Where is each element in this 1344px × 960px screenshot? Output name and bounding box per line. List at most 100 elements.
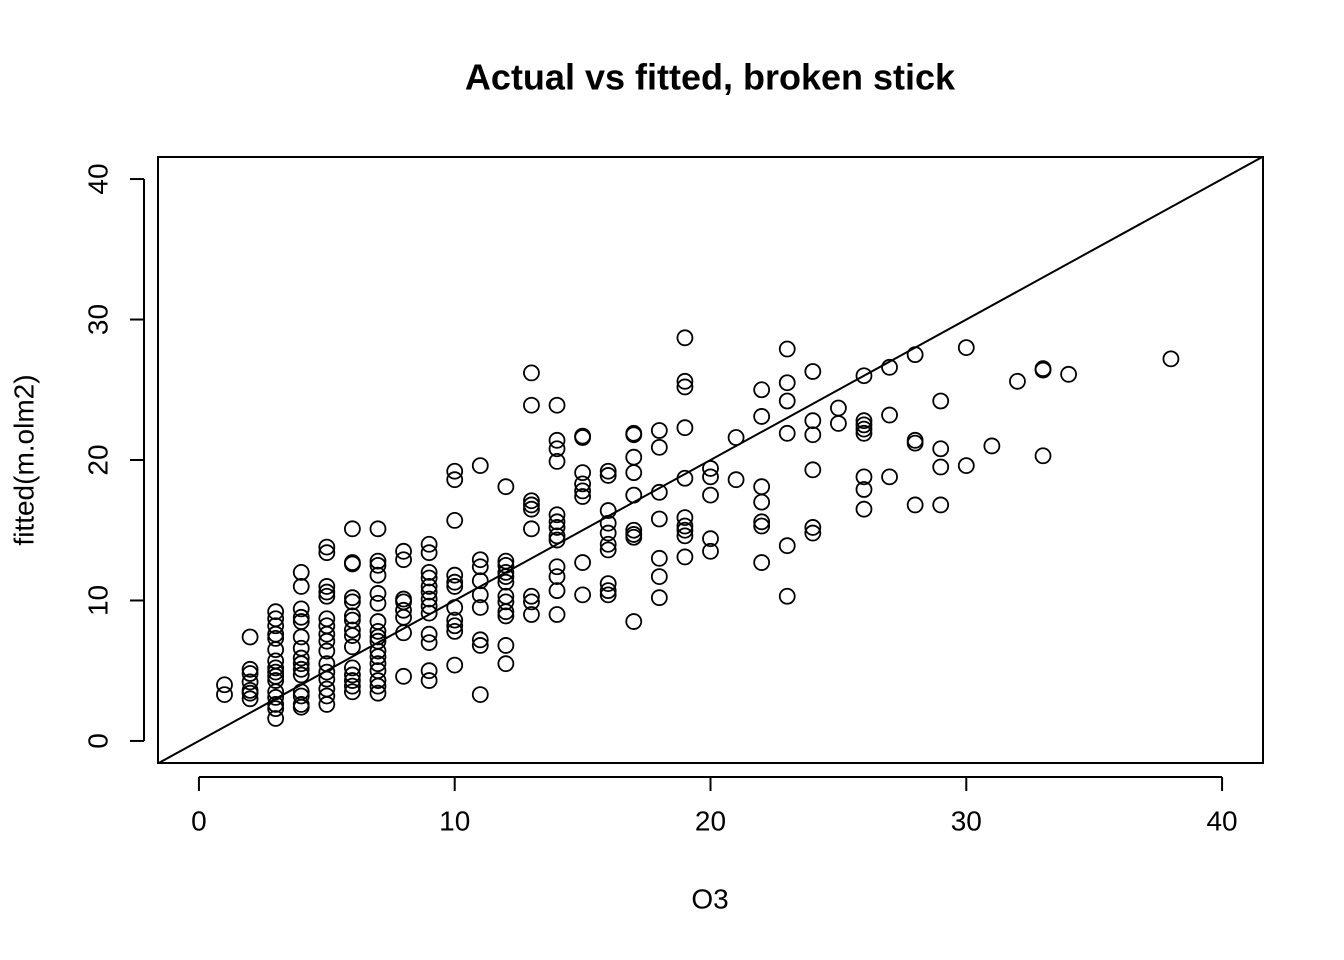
data-point [574,488,592,505]
data-point [318,670,336,688]
data-point [267,641,285,659]
data-point [804,461,822,479]
data-point [548,527,566,545]
data-point [778,392,796,410]
data-point [369,566,387,584]
reference-line [158,157,1263,763]
data-point [829,415,847,432]
data-point [292,655,310,673]
data-point [497,556,515,574]
data-point [778,424,796,442]
data-point [676,372,694,390]
data-point [727,429,745,446]
data-point [625,521,643,539]
data-point [497,568,515,585]
data-point [369,622,387,640]
data-point [318,696,336,713]
data-point [855,500,873,518]
data-point [523,492,540,510]
data-point [548,440,566,458]
data-point [292,563,310,581]
data-point [216,676,233,694]
data-point [523,606,540,623]
data-point [369,655,387,673]
data-point [420,569,438,587]
data-point [318,578,336,595]
data-point [497,563,515,581]
data-point [497,637,515,654]
data-point [420,590,438,608]
data-point [446,566,464,584]
data-point [855,412,873,430]
data-point [216,686,233,703]
data-point [241,690,259,708]
data-point [574,429,592,446]
data-point [523,364,540,382]
data-point [471,551,489,569]
data-point [676,521,694,539]
data-point [625,486,643,504]
data-point [369,684,387,702]
data-point [420,604,438,622]
data-point [292,649,310,667]
data-point [650,510,668,528]
data-point [343,659,361,677]
data-point [471,572,489,590]
data-point [881,468,898,486]
data-point [395,624,412,642]
data-point [497,607,515,625]
data-point [267,663,285,681]
data-point [420,672,438,689]
data-point [292,608,310,626]
chart-title: Actual vs fitted, broken stick [465,57,956,98]
data-point [446,622,464,640]
x-tick-label: 0 [191,805,207,836]
data-point [318,687,336,705]
data-point [420,597,438,615]
data-point [241,684,259,702]
data-point [318,583,336,601]
data-point [267,659,285,677]
data-point [343,520,361,538]
data-point [855,481,873,498]
data-point [343,593,361,611]
data-point [267,672,285,689]
data-point [599,586,617,604]
data-point [778,587,796,605]
y-tick-label: 30 [82,304,113,335]
data-point [650,568,668,585]
data-point [292,628,310,646]
data-point [471,631,489,649]
data-point [420,578,438,595]
data-point [702,486,719,504]
data-point [446,462,464,480]
x-tick-label: 10 [439,805,470,836]
data-point [650,422,668,439]
data-point [267,688,285,706]
data-point [343,677,361,695]
data-point [446,471,464,489]
data-point [318,538,336,556]
data-point [292,666,310,684]
data-point [523,520,540,538]
data-point [343,666,361,684]
data-point [574,464,592,482]
data-point [599,514,617,532]
data-point [574,586,592,604]
data-point [548,513,566,531]
y-tick-label: 0 [82,733,113,749]
data-point [395,667,412,685]
y-axis-label: fitted(m.olm2) [8,374,39,545]
data-point [343,555,361,573]
data-point [855,420,873,438]
data-point [343,589,361,607]
data-point [267,603,285,621]
data-point [446,599,464,616]
data-point [318,632,336,650]
data-point [702,460,719,477]
data-point [548,431,566,449]
y-tick-label: 40 [82,163,113,194]
data-point [420,662,438,680]
y-tick-label: 10 [82,585,113,616]
